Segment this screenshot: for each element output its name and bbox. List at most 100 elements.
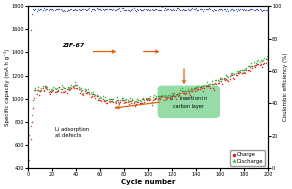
Point — [157, 94, 161, 98]
Point — [195, 88, 199, 91]
Point — [67, 87, 71, 90]
Point — [93, 9, 98, 12]
Point — [177, 8, 182, 11]
Point — [228, 74, 233, 77]
Point — [262, 57, 267, 60]
Point — [137, 99, 142, 102]
Point — [249, 62, 253, 65]
Point — [37, 9, 41, 12]
Point — [123, 100, 128, 103]
Point — [214, 8, 219, 11]
Point — [197, 88, 202, 91]
Point — [252, 65, 257, 68]
Point — [61, 85, 65, 88]
Point — [143, 97, 148, 100]
Point — [212, 8, 216, 11]
Point — [88, 95, 93, 98]
Point — [43, 86, 47, 89]
Point — [100, 95, 105, 98]
Point — [171, 93, 175, 96]
Point — [172, 91, 177, 94]
Point — [29, 121, 34, 124]
Point — [260, 65, 264, 68]
Point — [116, 98, 120, 101]
Point — [110, 9, 114, 12]
Point — [246, 64, 251, 67]
Point — [121, 98, 125, 101]
Point — [207, 7, 211, 10]
Point — [164, 96, 168, 99]
Point — [168, 8, 173, 11]
Point — [129, 8, 134, 11]
Point — [92, 95, 96, 98]
Point — [206, 84, 210, 87]
Point — [152, 9, 157, 12]
Point — [56, 88, 60, 91]
Point — [263, 57, 268, 60]
Point — [50, 90, 55, 93]
Point — [80, 8, 84, 11]
Point — [245, 9, 250, 12]
Point — [175, 7, 179, 10]
Point — [86, 91, 91, 94]
Point — [111, 98, 116, 101]
Point — [207, 84, 211, 87]
Point — [29, 113, 34, 116]
Point — [74, 9, 79, 12]
Point — [118, 9, 123, 12]
Point — [197, 86, 202, 89]
Point — [125, 101, 130, 104]
Point — [104, 98, 108, 101]
Point — [177, 91, 182, 94]
Point — [190, 88, 195, 91]
Point — [67, 88, 71, 91]
Point — [178, 8, 183, 11]
Point — [223, 8, 227, 11]
Point — [105, 101, 110, 104]
Point — [245, 68, 250, 71]
Point — [98, 96, 102, 99]
Point — [225, 75, 230, 78]
Point — [111, 100, 116, 103]
Point — [187, 92, 191, 95]
Point — [102, 96, 107, 99]
Point — [256, 63, 261, 66]
Point — [263, 8, 268, 11]
Point — [249, 65, 253, 68]
Point — [76, 86, 81, 89]
Point — [189, 87, 194, 90]
Point — [238, 68, 243, 71]
Point — [109, 99, 113, 102]
Point — [176, 7, 180, 10]
Point — [218, 7, 222, 10]
Point — [52, 87, 57, 90]
Point — [255, 60, 260, 63]
Point — [44, 85, 48, 88]
Point — [233, 8, 238, 11]
Point — [149, 8, 154, 11]
Point — [46, 87, 51, 90]
Point — [261, 63, 265, 66]
Point — [164, 98, 168, 101]
Point — [119, 98, 124, 101]
Point — [194, 86, 198, 89]
Point — [160, 94, 165, 97]
Point — [119, 96, 124, 99]
Point — [191, 87, 196, 90]
Point — [237, 70, 241, 73]
Point — [163, 7, 167, 10]
Point — [81, 7, 86, 10]
Point — [92, 7, 96, 10]
Point — [241, 69, 246, 72]
Point — [37, 89, 41, 92]
Point — [35, 7, 40, 10]
Point — [189, 88, 194, 91]
Point — [49, 91, 53, 94]
Point — [201, 84, 206, 87]
Point — [45, 88, 50, 91]
Point — [172, 9, 177, 12]
Point — [192, 8, 197, 11]
Point — [227, 9, 232, 12]
Point — [244, 69, 249, 72]
Point — [57, 85, 62, 88]
